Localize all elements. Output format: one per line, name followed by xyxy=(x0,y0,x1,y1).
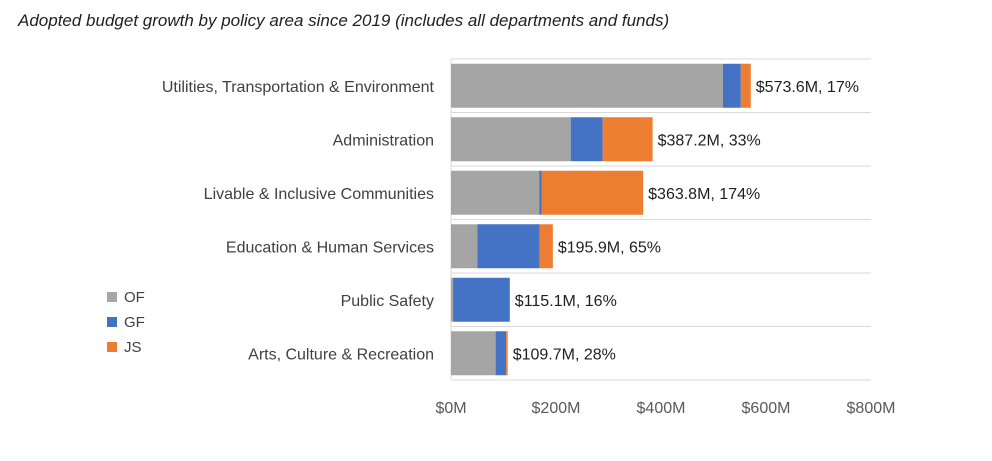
data-label: $573.6M, 17% xyxy=(756,79,859,96)
bar-segment-of xyxy=(451,117,571,162)
bar-segment-gf xyxy=(495,331,507,376)
legend-swatch-gf xyxy=(107,317,117,327)
x-tick-label: $800M xyxy=(847,400,896,417)
category-label: Administration xyxy=(333,132,434,149)
category-label: Utilities, Transportation & Environment xyxy=(162,79,435,96)
x-tick-label: $400M xyxy=(637,400,686,417)
bar-segment-gf xyxy=(570,117,603,162)
bar-segment-gf xyxy=(477,224,540,269)
bar-segment-js xyxy=(541,170,644,215)
bar-segment-of xyxy=(451,277,454,322)
bar-segment-js xyxy=(740,63,751,108)
chart-title: Adopted budget growth by policy area sin… xyxy=(18,11,670,30)
bar-segment-js xyxy=(602,117,653,162)
category-label: Arts, Culture & Recreation xyxy=(248,346,434,363)
data-label: $195.9M, 65% xyxy=(558,239,661,256)
bar-segment-of xyxy=(451,331,496,376)
bar-segment-of xyxy=(451,170,540,215)
bar-segment-gf xyxy=(539,170,542,215)
legend-label-js: JS xyxy=(124,339,142,356)
bar-segment-js xyxy=(506,331,508,376)
x-tick-label: $200M xyxy=(532,400,581,417)
legend-swatch-of xyxy=(107,292,117,302)
bar-segment-js xyxy=(539,224,553,269)
bar-segment-of xyxy=(451,63,723,108)
bar-segment-gf xyxy=(453,277,510,322)
bar-segment-of xyxy=(451,224,478,269)
category-label: Education & Human Services xyxy=(226,239,434,256)
x-tick-label: $600M xyxy=(742,400,791,417)
data-label: $387.2M, 33% xyxy=(658,132,761,149)
category-label: Public Safety xyxy=(341,293,434,310)
legend-label-gf: GF xyxy=(124,314,145,331)
data-label: $115.1M, 16% xyxy=(515,293,617,310)
data-label: $363.8M, 174% xyxy=(648,186,760,203)
data-label: $109.7M, 28% xyxy=(513,346,616,363)
legend-label-of: OF xyxy=(124,289,145,306)
x-tick-label: $0M xyxy=(435,400,466,417)
legend-swatch-js xyxy=(107,342,117,352)
category-label: Livable & Inclusive Communities xyxy=(204,186,434,203)
bar-segment-gf xyxy=(722,63,741,108)
